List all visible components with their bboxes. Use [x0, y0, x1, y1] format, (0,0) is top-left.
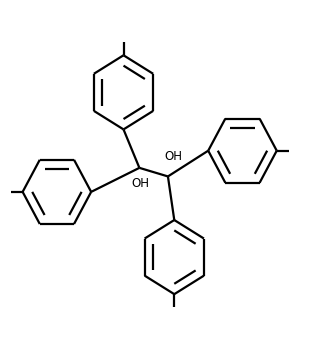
- Text: OH: OH: [132, 177, 149, 191]
- Text: OH: OH: [165, 150, 183, 163]
